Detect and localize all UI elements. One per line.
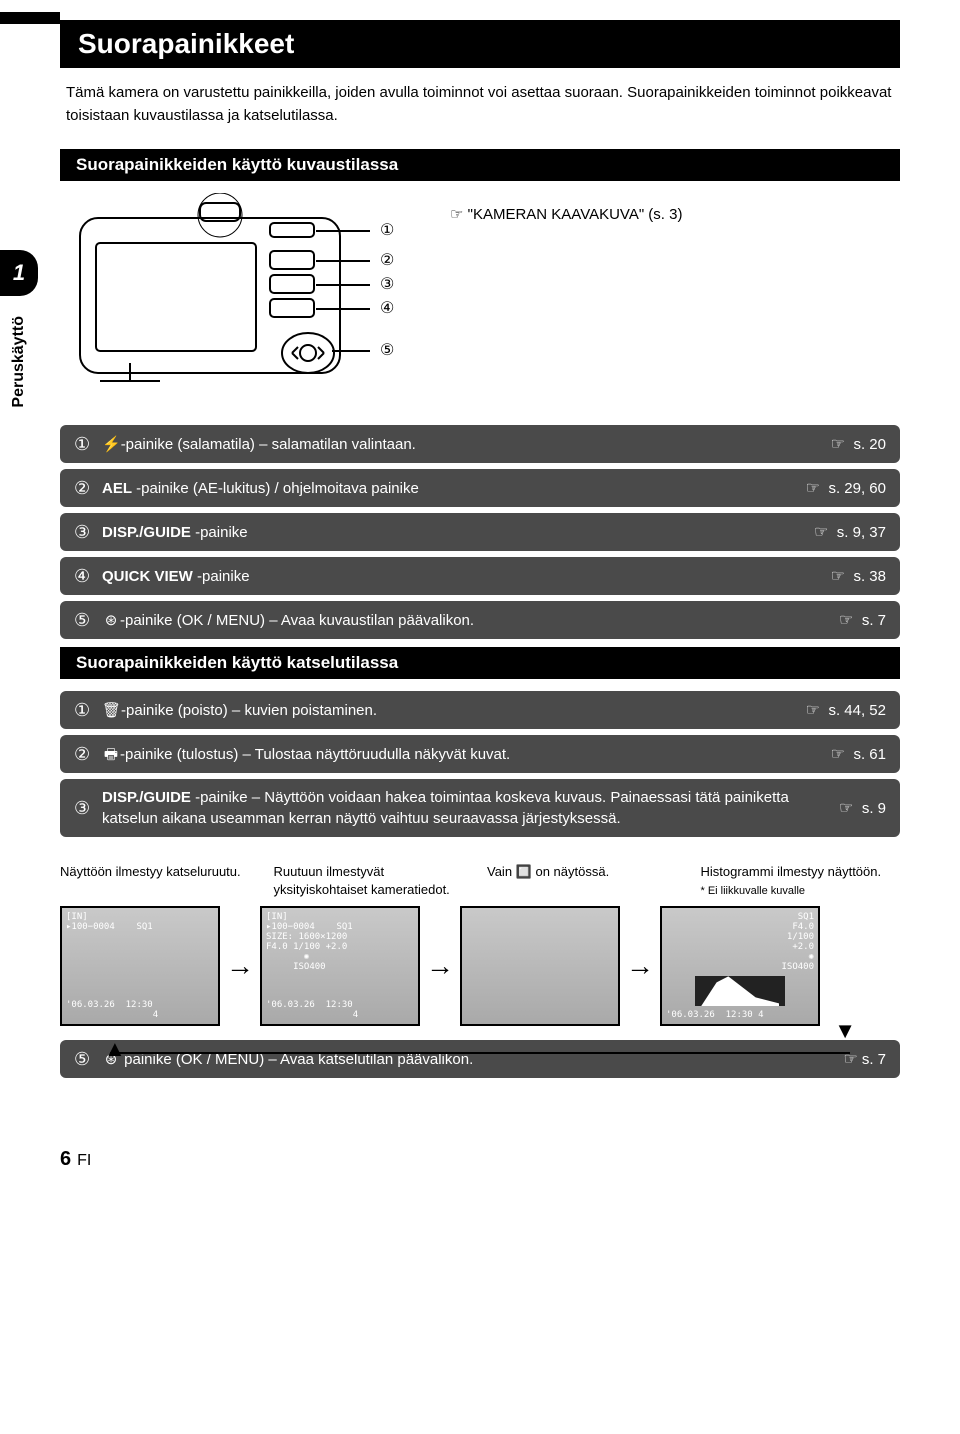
thumb-1: [IN] ▸100−0004 SQ1 '06.03.26 12:30 4 <box>60 906 220 1026</box>
row-number: ② <box>74 478 102 499</box>
arrow-icon: → <box>426 950 454 982</box>
page-number: 6FI <box>60 1148 900 1171</box>
list-item: ④QUICK VIEW -painike☞ s. 38 <box>60 557 900 595</box>
page-reference: ☞ s. 38 <box>821 566 886 586</box>
row-text: QUICK VIEW -painike <box>102 566 821 587</box>
section2-title: Suorapainikkeiden käyttö katselutilassa <box>60 647 900 679</box>
diagram-reference: ☞ "KAMERAN KAAVAKUVA" (s. 3) <box>450 193 682 227</box>
chapter-label: Peruskäyttö <box>10 316 28 408</box>
page-reference: ☞ s. 29, 60 <box>796 478 886 498</box>
histogram-icon <box>695 976 785 1006</box>
list-item-final: ⑤ ⊛ painike (OK / MENU) – Avaa katseluti… <box>60 1040 900 1078</box>
row-text: 🖶 -painike (tulostus) – Tulostaa näyttör… <box>102 744 821 765</box>
row-text: AEL -painike (AE-lukitus) / ohjelmoitava… <box>102 478 796 499</box>
list-item: ③DISP./GUIDE -painike☞ s. 9, 37 <box>60 513 900 551</box>
arrow-icon: → <box>626 950 654 982</box>
hand-icon: ☞ <box>806 702 825 719</box>
row-number: ⑤ <box>74 610 102 631</box>
page-title: Suorapainikkeet <box>60 20 900 68</box>
footer-col-4: Histogrammi ilmestyy näyttöön.* Ei liikk… <box>701 863 901 898</box>
row-icon: ⚡ <box>102 434 121 455</box>
callout-3: ③ <box>380 276 394 293</box>
footer-col-1: Näyttöön ilmestyy katseluruutu. <box>60 863 260 898</box>
screen-sequence: [IN] ▸100−0004 SQ1 '06.03.26 12:30 4 → [… <box>60 906 900 1026</box>
row-number: ③ <box>74 798 102 819</box>
hand-icon: ☞ <box>814 524 833 541</box>
page-reference: ☞ s. 61 <box>821 744 886 764</box>
section1-title: Suorapainikkeiden käyttö kuvaustilassa <box>60 149 900 181</box>
hand-icon: ☞ <box>806 480 825 497</box>
page-reference: ☞ s. 9 <box>829 798 886 818</box>
row-number: ② <box>74 744 102 765</box>
callout-2: ② <box>380 252 394 269</box>
thumb-4: SQ1 F4.0 1/100 +2.0 ✺ ISO400 '06.03.26 1… <box>660 906 820 1026</box>
page-lang: FI <box>77 1152 91 1169</box>
row-number: ④ <box>74 566 102 587</box>
list-item: ③DISP./GUIDE -painike – Näyttöön voidaan… <box>60 779 900 837</box>
row-icon: 🖶 <box>102 744 120 765</box>
row-number: ⑤ <box>74 1049 102 1070</box>
list-item: ②🖶 -painike (tulostus) – Tulostaa näyttö… <box>60 735 900 773</box>
page-reference: ☞ s. 7 <box>829 610 886 630</box>
footer-col-3: Vain 🔲 on näytössä. <box>487 863 687 898</box>
callout-1: ① <box>380 222 394 239</box>
intro-text: Tämä kamera on varustettu painikkeilla, … <box>60 82 900 141</box>
thumb-3 <box>460 906 620 1026</box>
page-reference: ☞ s. 9, 37 <box>804 522 886 542</box>
list-item: ⑤⊛ -painike (OK / MENU) – Avaa kuvaustil… <box>60 601 900 639</box>
row-text: ⊛ -painike (OK / MENU) – Avaa kuvaustila… <box>102 610 829 631</box>
chapter-number: 1 <box>0 250 38 296</box>
footer-col-2: Ruutuun ilmestyvät yksityiskohtaiset kam… <box>274 863 474 898</box>
list-item: ①🗑 -painike (poisto) – kuvien poistamine… <box>60 691 900 729</box>
callout-5: ⑤ <box>380 342 394 359</box>
hand-icon: ☞ <box>831 746 850 763</box>
row-icon: 🗑 <box>102 700 121 721</box>
callout-4: ④ <box>380 300 394 317</box>
row-text: ⚡ -painike (salamatila) – salamatilan va… <box>102 434 821 455</box>
page-reference: ☞ s. 20 <box>821 434 886 454</box>
thumb-2: [IN] ▸100−0004 SQ1 SIZE: 1600×1200 F4.0 … <box>260 906 420 1026</box>
list-item: ②AEL -painike (AE-lukitus) / ohjelmoitav… <box>60 469 900 507</box>
hand-icon: ☞ <box>831 436 850 453</box>
list-item: ①⚡ -painike (salamatila) – salamatilan v… <box>60 425 900 463</box>
row-text: 🗑 -painike (poisto) – kuvien poistaminen… <box>102 700 796 721</box>
row-number: ① <box>74 434 102 455</box>
row-number: ① <box>74 700 102 721</box>
row-number: ③ <box>74 522 102 543</box>
row-icon: ⊛ <box>102 610 120 631</box>
camera-diagram: ① ② ③ ④ ⑤ <box>60 193 420 407</box>
page-reference: ☞ s. 44, 52 <box>796 700 886 720</box>
hand-icon: ☞ <box>831 568 850 585</box>
hand-icon: ☞ <box>839 800 858 817</box>
row-text: DISP./GUIDE -painike – Näyttöön voidaan … <box>102 787 829 829</box>
row-text: DISP./GUIDE -painike <box>102 522 804 543</box>
hand-icon: ☞ <box>839 612 858 629</box>
arrow-icon: → <box>226 950 254 982</box>
